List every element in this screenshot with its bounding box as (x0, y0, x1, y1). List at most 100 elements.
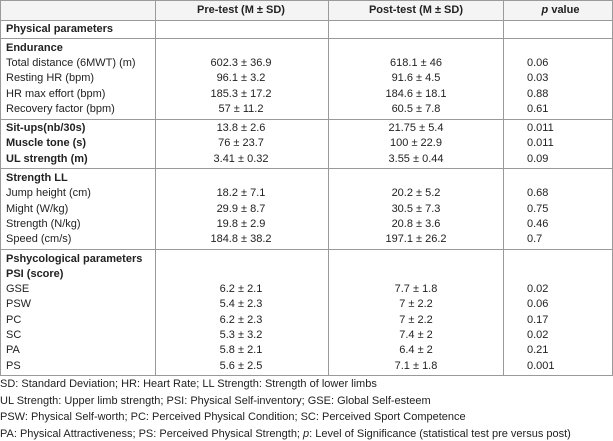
pre-test: 5.6 ± 2.5 (219, 359, 263, 372)
p-value: 0.68 (527, 187, 549, 200)
p-value: 0.61 (527, 102, 549, 115)
section-subtitle: PSI (score) (6, 267, 64, 280)
row-label: Jump height (cm) (6, 187, 91, 200)
row-label: UL strength (m) (6, 152, 88, 165)
row-label: Strength (N/kg) (6, 217, 81, 230)
pre-test: 5.3 ± 3.2 (219, 329, 263, 342)
pre-test: 18.2 ± 7.1 (216, 187, 266, 200)
p-value: 0.06 (527, 298, 549, 311)
post-test: 197.1 ± 26.2 (385, 233, 447, 246)
footnote-part: : Level of Significance (statistical tes… (309, 427, 571, 440)
pre-test: 57 ± 11.2 (218, 102, 264, 115)
row-label: Speed (cm/s) (6, 233, 72, 246)
post-test: 91.6 ± 4.5 (391, 72, 441, 85)
post-test: 3.55 ± 0.44 (388, 152, 444, 165)
group-title: Physical parameters (6, 23, 114, 35)
row-label: HR max effort (bpm) (6, 87, 106, 100)
footnote: UL Strength: Upper limb strength; PSI: P… (0, 394, 431, 408)
footnote-part: PSW: Physical Self-worth; PC: Perceived … (0, 411, 466, 424)
header-bg (0, 0, 613, 20)
footnote: PA: Physical Attractiveness; PS: Perceiv… (0, 427, 571, 441)
row-label: Resting HR (bpm) (6, 72, 95, 85)
post-test: 7.4 ± 2 (399, 329, 433, 342)
column-header: Pre-test (M ± SD) (197, 4, 285, 16)
pre-test: 5.4 ± 2.3 (219, 298, 263, 311)
rule (0, 168, 613, 170)
post-test: 7.1 ± 1.8 (394, 359, 438, 372)
p-value: 0.02 (527, 329, 549, 342)
p-value: 0.02 (527, 283, 549, 296)
post-test: 618.1 ± 46 (390, 56, 442, 69)
row-label: Recovery factor (bpm) (6, 102, 115, 115)
post-test: 20.8 ± 3.6 (391, 217, 441, 230)
rule (0, 118, 613, 120)
p-value: 0.17 (527, 313, 549, 326)
p-value: 0.21 (527, 344, 549, 357)
rule (0, 38, 613, 39)
pre-test: 6.2 ± 2.3 (219, 313, 263, 326)
footnote-part: UL Strength: Upper limb strength; PSI: P… (0, 394, 431, 407)
pre-test: 76 ± 23.7 (218, 137, 264, 150)
rule (328, 0, 329, 376)
p-value: 0.88 (527, 87, 549, 100)
p-value: 0.03 (527, 72, 549, 85)
column-header: p value (508, 3, 613, 17)
p-value: 0.011 (527, 137, 554, 150)
p-value: 0.46 (527, 217, 549, 230)
post-test: 7 ± 2.2 (399, 313, 433, 326)
pre-test: 602.3 ± 36.9 (210, 56, 272, 69)
pre-test: 13.8 ± 2.6 (216, 122, 266, 135)
pre-test: 5.8 ± 2.1 (219, 344, 263, 357)
rule (0, 0, 1, 376)
footnote-part: PA: Physical Attractiveness; PS: Perceiv… (0, 427, 304, 440)
row-label: Sit-ups(nb/30s) (6, 122, 86, 135)
rule (503, 0, 504, 376)
row-label: PA (6, 344, 20, 357)
footnote: SD: Standard Deviation; HR: Heart Rate; … (0, 377, 377, 391)
p-value: 0.06 (527, 56, 549, 69)
row-label: PSW (6, 298, 32, 311)
post-test: 100 ± 22.9 (390, 137, 442, 150)
rule (0, 248, 613, 250)
row-label: SC (6, 329, 22, 342)
footnote: PSW: Physical Self-worth; PC: Perceived … (0, 410, 466, 424)
pre-test: 185.3 ± 17.2 (210, 87, 272, 100)
row-label: GSE (6, 283, 30, 296)
column-header: Post-test (M ± SD) (368, 4, 464, 16)
p-value: 0.001 (527, 359, 555, 372)
row-label: Total distance (6MWT) (m) (6, 56, 136, 69)
post-test: 20.2 ± 5.2 (391, 187, 441, 200)
pre-test: 184.8 ± 38.2 (210, 233, 272, 246)
post-test: 30.5 ± 7.3 (391, 202, 441, 215)
pre-test: 6.2 ± 2.1 (219, 283, 263, 296)
pre-test: 96.1 ± 3.2 (216, 72, 266, 85)
pre-test: 29.9 ± 8.7 (216, 202, 266, 215)
footnote-part: SD: Standard Deviation; HR: Heart Rate; … (0, 378, 377, 391)
section-title: Strength LL (6, 172, 68, 185)
p-value: 0.7 (527, 233, 543, 246)
section-title: Endurance (6, 41, 63, 54)
row-label: Muscle tone (s) (6, 137, 87, 150)
rule (0, 20, 613, 21)
pre-test: 19.8 ± 2.9 (216, 217, 266, 230)
post-test: 21.75 ± 5.4 (388, 122, 444, 135)
p-symbol: p (541, 4, 549, 16)
row-label: PC (6, 313, 22, 326)
row-label: Might (W/kg) (6, 202, 69, 215)
rule (155, 0, 156, 376)
pre-test: 3.41 ± 0.32 (213, 152, 269, 165)
post-test: 7.7 ± 1.8 (394, 283, 438, 296)
rule (0, 375, 613, 377)
footnote-part: p (303, 427, 310, 440)
p-value: 0.011 (527, 122, 554, 135)
p-word: value (548, 4, 580, 16)
post-test: 6.4 ± 2 (399, 344, 433, 357)
row-label: PS (6, 359, 21, 372)
section-title: Pshycological parameters (6, 252, 143, 265)
p-value: 0.75 (527, 202, 549, 215)
post-test: 184.6 ± 18.1 (385, 87, 447, 100)
p-value: 0.09 (527, 152, 549, 165)
post-test: 7 ± 2.2 (399, 298, 433, 311)
rule (0, 0, 613, 1)
